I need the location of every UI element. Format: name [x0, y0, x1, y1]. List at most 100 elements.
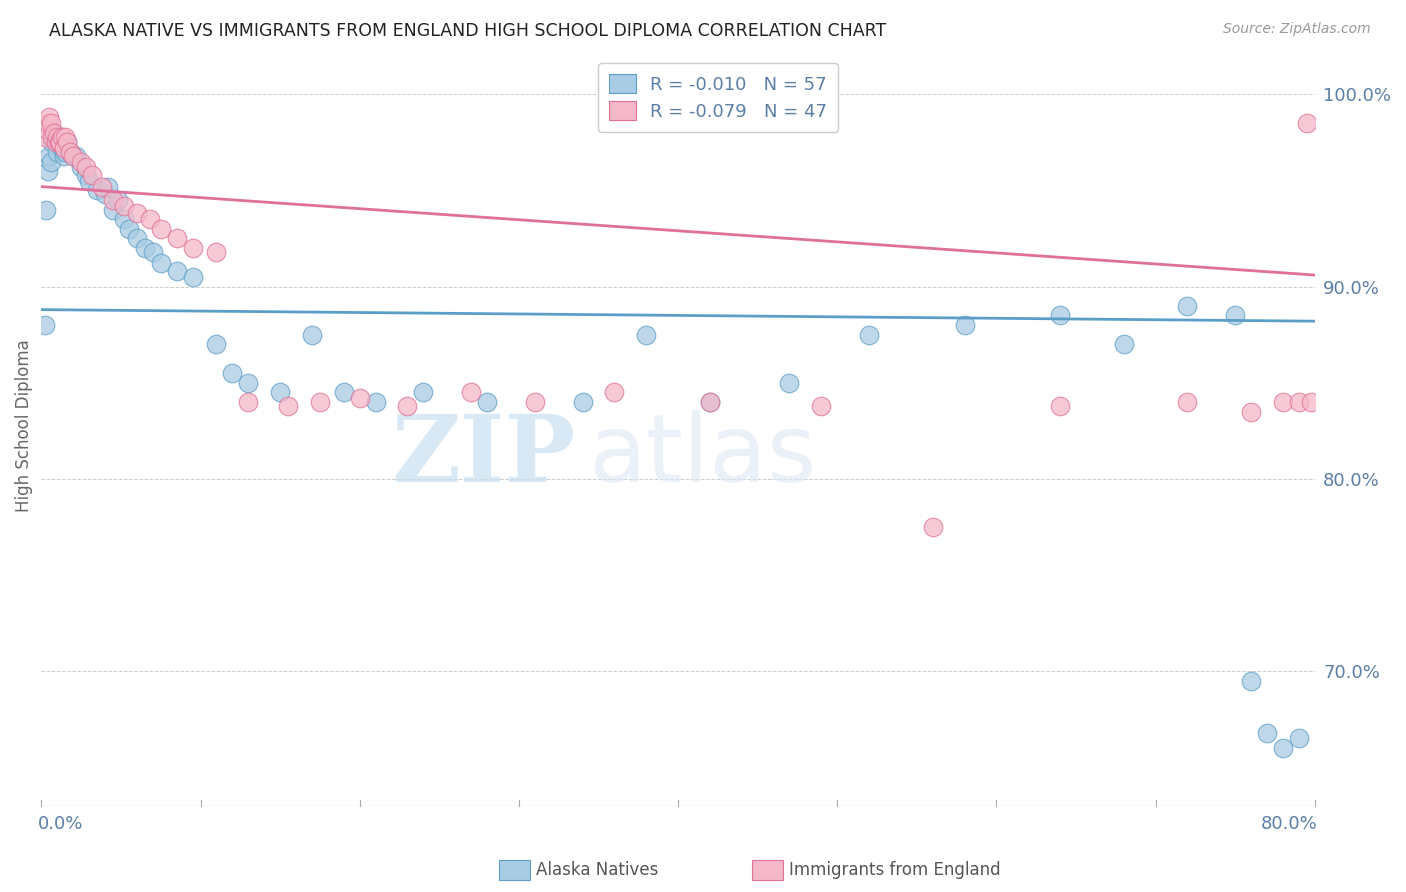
- Point: [238, 395, 260, 409]
- Text: Source: ZipAtlas.com: Source: ZipAtlas.com: [1223, 22, 1371, 37]
- Point: [45, 129, 67, 144]
- Point: [107, 193, 129, 207]
- Point: [1223, 309, 1246, 323]
- Point: [37, 164, 59, 178]
- Point: [77, 174, 100, 188]
- Point: [52, 149, 75, 163]
- Point: [39, 154, 62, 169]
- Point: [205, 244, 228, 259]
- Point: [38, 111, 60, 125]
- Point: [70, 161, 93, 175]
- Point: [59, 145, 82, 159]
- Point: [523, 395, 546, 409]
- Point: [277, 399, 299, 413]
- Point: [82, 168, 104, 182]
- Text: atlas: atlas: [589, 410, 817, 502]
- Point: [48, 136, 70, 150]
- Point: [269, 385, 291, 400]
- Point: [1240, 404, 1263, 418]
- Point: [699, 395, 721, 409]
- Point: [460, 385, 482, 400]
- Point: [181, 269, 204, 284]
- Point: [1175, 395, 1198, 409]
- Point: [810, 399, 832, 413]
- Point: [52, 141, 75, 155]
- Point: [41, 136, 63, 150]
- Point: [1301, 395, 1323, 409]
- Point: [56, 136, 79, 150]
- Point: [149, 256, 172, 270]
- Point: [125, 231, 148, 245]
- Point: [699, 395, 721, 409]
- Point: [94, 187, 117, 202]
- Point: [49, 136, 72, 150]
- Point: [35, 122, 58, 136]
- Point: [332, 385, 354, 400]
- Legend: R = -0.010   N = 57, R = -0.079   N = 47: R = -0.010 N = 57, R = -0.079 N = 47: [598, 62, 838, 131]
- Point: [1271, 741, 1294, 756]
- Point: [59, 145, 82, 159]
- Point: [45, 136, 67, 150]
- Point: [39, 116, 62, 130]
- Point: [396, 399, 419, 413]
- Point: [349, 391, 371, 405]
- Point: [412, 385, 434, 400]
- Point: [51, 129, 73, 144]
- Point: [1256, 725, 1278, 739]
- Point: [1288, 731, 1310, 746]
- Point: [149, 222, 172, 236]
- Point: [48, 136, 70, 150]
- Point: [1288, 395, 1310, 409]
- Point: [38, 149, 60, 163]
- Point: [118, 222, 141, 236]
- Y-axis label: High School Diploma: High School Diploma: [15, 340, 32, 512]
- Point: [166, 231, 188, 245]
- Point: [125, 206, 148, 220]
- Text: Alaska Natives: Alaska Natives: [536, 861, 658, 879]
- Point: [51, 141, 73, 155]
- Point: [65, 149, 87, 163]
- Point: [181, 241, 204, 255]
- Text: ALASKA NATIVE VS IMMIGRANTS FROM ENGLAND HIGH SCHOOL DIPLOMA CORRELATION CHART: ALASKA NATIVE VS IMMIGRANTS FROM ENGLAND…: [49, 22, 886, 40]
- Point: [858, 327, 880, 342]
- Point: [62, 149, 84, 163]
- Point: [112, 212, 135, 227]
- Text: 80.0%: 80.0%: [1261, 815, 1317, 833]
- Point: [34, 129, 56, 144]
- Point: [56, 136, 79, 150]
- Point: [42, 126, 65, 140]
- Point: [1112, 337, 1135, 351]
- Point: [101, 202, 124, 217]
- Point: [53, 129, 76, 144]
- Point: [46, 145, 69, 159]
- Point: [1295, 116, 1317, 130]
- Point: [112, 199, 135, 213]
- Point: [90, 179, 112, 194]
- Point: [138, 212, 160, 227]
- Point: [571, 395, 593, 409]
- Point: [1175, 299, 1198, 313]
- Point: [70, 154, 93, 169]
- Point: [97, 179, 120, 194]
- Point: [1240, 673, 1263, 688]
- Point: [37, 116, 59, 130]
- Point: [86, 183, 108, 197]
- Point: [636, 327, 658, 342]
- Point: [35, 202, 58, 217]
- Point: [603, 385, 626, 400]
- Text: 0.0%: 0.0%: [38, 815, 83, 833]
- Point: [921, 520, 943, 534]
- Point: [205, 337, 228, 351]
- Text: Immigrants from England: Immigrants from England: [789, 861, 1001, 879]
- Point: [134, 241, 156, 255]
- Point: [42, 126, 65, 140]
- Point: [309, 395, 332, 409]
- Point: [34, 318, 56, 332]
- Point: [62, 149, 84, 163]
- Point: [221, 366, 243, 380]
- Point: [475, 395, 498, 409]
- Point: [49, 136, 72, 150]
- Text: ZIP: ZIP: [392, 411, 576, 501]
- Point: [46, 129, 69, 144]
- Point: [953, 318, 976, 332]
